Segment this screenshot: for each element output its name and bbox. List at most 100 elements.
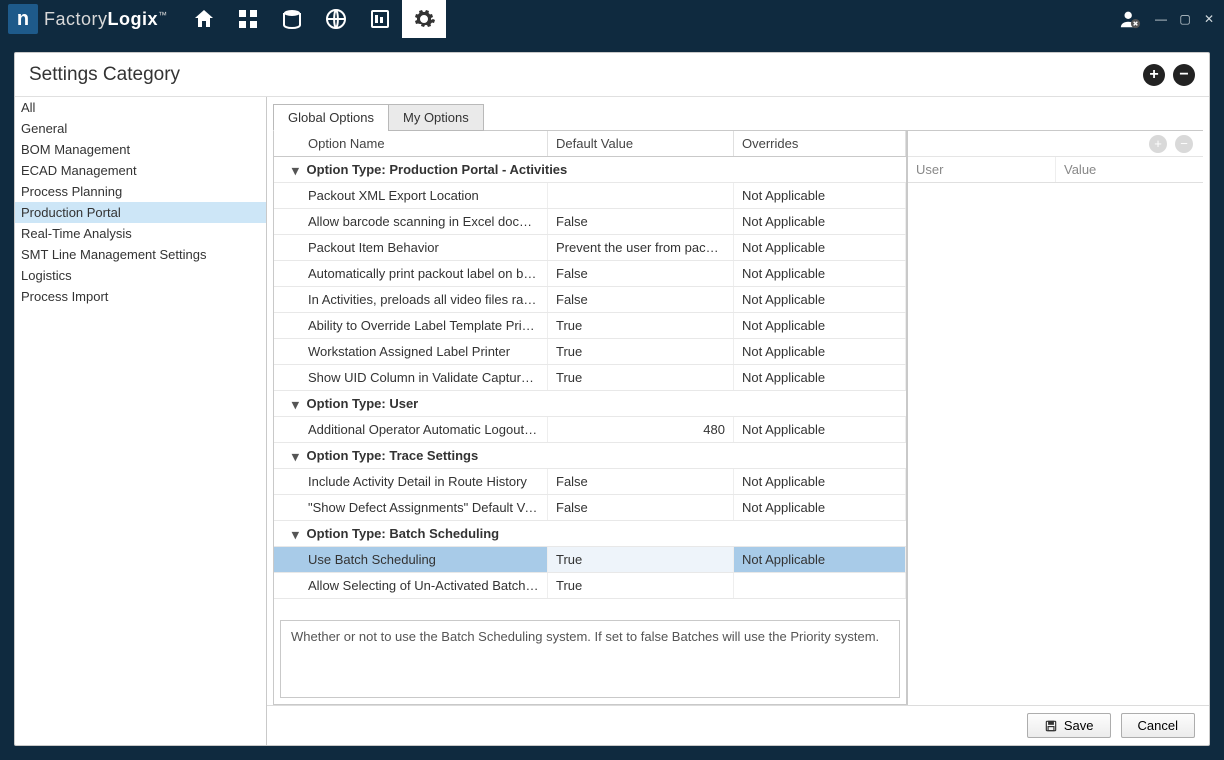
reports-icon[interactable] [358,0,402,38]
option-value: False [548,287,734,312]
option-value: True [548,339,734,364]
sidebar-item[interactable]: BOM Management [15,139,266,160]
options-tabs: Global OptionsMy Options [267,97,1209,130]
option-name: Include Activity Detail in Route History [274,469,548,494]
option-value: False [548,495,734,520]
close-button[interactable]: ✕ [1202,12,1216,26]
group-header[interactable]: ▶ Option Type: Production Portal - Activ… [274,157,906,183]
option-row[interactable]: Use Batch SchedulingTrueNot Applicable [274,547,906,573]
sidebar-item[interactable]: Production Portal [15,202,266,223]
group-header[interactable]: ▶ Option Type: User [274,391,906,417]
option-row[interactable]: Allow Selecting of Un-Activated BatchesT… [274,573,906,599]
grid-header: Option Name Default Value Overrides [274,131,906,157]
option-value: True [548,573,734,598]
group-header[interactable]: ▶ Option Type: Batch Scheduling [274,521,906,547]
tab[interactable]: Global Options [273,104,389,131]
option-override [734,573,906,598]
option-row[interactable]: Packout XML Export Location Not Applicabl… [274,183,906,209]
sidebar-item[interactable]: Real-Time Analysis [15,223,266,244]
option-name: Ability to Override Label Template Print… [274,313,548,338]
option-row[interactable]: Show UID Column in Validate Captured Ma…… [274,365,906,391]
option-value: True [548,547,734,572]
option-name: Packout Item Behavior [274,235,548,260]
option-override: Not Applicable [734,209,906,234]
settings-window: Settings Category + − AllGeneralBOM Mana… [14,52,1210,746]
option-name: Show UID Column in Validate Captured Ma… [274,365,548,390]
option-value: False [548,469,734,494]
option-override: Not Applicable [734,183,906,208]
option-name: Allow barcode scanning in Excel document [274,209,548,234]
option-name: Packout XML Export Location [274,183,548,208]
settings-icon[interactable] [402,0,446,38]
option-override: Not Applicable [734,313,906,338]
option-override: Not Applicable [734,261,906,286]
window-title: Settings Category [29,64,180,86]
option-override: Not Applicable [734,339,906,364]
globe-icon[interactable] [314,0,358,38]
data-icon[interactable] [270,0,314,38]
override-column-value: Value [1056,157,1203,182]
option-row[interactable]: "Show Defect Assignments" Default ValueF… [274,495,906,521]
add-category-button[interactable]: + [1143,64,1165,86]
option-name: Workstation Assigned Label Printer [274,339,548,364]
option-description: Whether or not to use the Batch Scheduli… [280,620,900,698]
override-column-user: User [908,157,1056,182]
minimize-button[interactable]: — [1154,12,1168,26]
modules-icon[interactable] [226,0,270,38]
option-override: Not Applicable [734,495,906,520]
save-button[interactable]: Save [1027,713,1111,738]
window-controls: — ▢ ✕ [1154,12,1216,26]
option-value: False [548,261,734,286]
option-row[interactable]: Allow barcode scanning in Excel document… [274,209,906,235]
column-header-value[interactable]: Default Value [548,131,734,156]
option-row[interactable]: Ability to Override Label Template Print… [274,313,906,339]
app-logo: n [8,4,38,34]
column-header-overrides[interactable]: Overrides [734,131,906,156]
option-override: Not Applicable [734,469,906,494]
options-grid[interactable]: ▶ Option Type: Production Portal - Activ… [274,157,906,614]
option-row[interactable]: Automatically print packout label on box… [274,261,906,287]
option-value: 480 [548,417,734,442]
user-account-icon[interactable] [1114,8,1146,30]
option-row[interactable]: Packout Item BehaviorPrevent the user fr… [274,235,906,261]
option-row[interactable]: Include Activity Detail in Route History… [274,469,906,495]
group-header[interactable]: ▶ Option Type: Trace Settings [274,443,906,469]
option-value: True [548,313,734,338]
option-value: True [548,365,734,390]
home-icon[interactable] [182,0,226,38]
option-name: "Show Defect Assignments" Default Value [274,495,548,520]
option-override: Not Applicable [734,547,906,572]
title-bar: n FactoryLogix™ — ▢ ✕ [0,0,1224,38]
option-value: False [548,209,734,234]
category-sidebar: AllGeneralBOM ManagementECAD ManagementP… [15,97,267,745]
option-override: Not Applicable [734,287,906,312]
sidebar-item[interactable]: ECAD Management [15,160,266,181]
option-value [548,183,734,208]
tab[interactable]: My Options [388,104,484,131]
sidebar-item[interactable]: Process Planning [15,181,266,202]
option-name: Additional Operator Automatic Logout Tim… [274,417,548,442]
remove-override-button[interactable]: − [1175,135,1193,153]
maximize-button[interactable]: ▢ [1178,12,1192,26]
sidebar-item[interactable]: Logistics [15,265,266,286]
option-name: Use Batch Scheduling [274,547,548,572]
option-name: Allow Selecting of Un-Activated Batches [274,573,548,598]
option-override: Not Applicable [734,235,906,260]
overrides-pane: + − User Value [907,131,1203,705]
option-row[interactable]: Additional Operator Automatic Logout Tim… [274,417,906,443]
option-override: Not Applicable [734,417,906,442]
option-row[interactable]: In Activities, preloads all video files … [274,287,906,313]
remove-category-button[interactable]: − [1173,64,1195,86]
cancel-button[interactable]: Cancel [1121,713,1195,738]
column-header-name[interactable]: Option Name [274,131,548,156]
option-value: Prevent the user from packing i… [548,235,734,260]
option-override: Not Applicable [734,365,906,390]
brand-text: FactoryLogix™ [44,9,168,30]
sidebar-item[interactable]: All [15,97,266,118]
sidebar-item[interactable]: SMT Line Management Settings [15,244,266,265]
add-override-button[interactable]: + [1149,135,1167,153]
sidebar-item[interactable]: Process Import [15,286,266,307]
sidebar-item[interactable]: General [15,118,266,139]
option-row[interactable]: Workstation Assigned Label PrinterTrueNo… [274,339,906,365]
option-name: Automatically print packout label on box… [274,261,548,286]
